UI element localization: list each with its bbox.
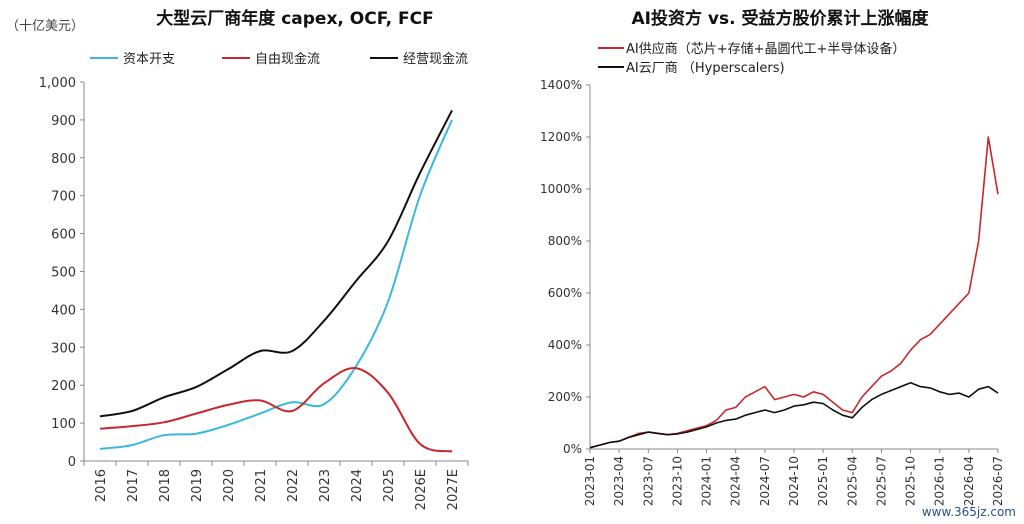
left-y-tick-label: 100 bbox=[51, 417, 76, 432]
left-y-tick-label: 200 bbox=[51, 379, 76, 394]
right-x-tick-label: 2023-01 bbox=[583, 456, 597, 506]
left-legend-label: 自由现金流 bbox=[255, 51, 320, 67]
right-y-tick-label: 400% bbox=[548, 338, 582, 352]
left-legend-label: 经营现金流 bbox=[403, 51, 468, 67]
right-y-tick-label: 1000% bbox=[540, 182, 582, 196]
right-x-tick-label: 2024-10 bbox=[787, 456, 801, 506]
right-x-tick-label: 2024-01 bbox=[700, 456, 714, 506]
right-y-tick-label: 1400% bbox=[540, 78, 582, 92]
left-y-tick-label: 500 bbox=[51, 266, 76, 281]
right-y-tick-label: 600% bbox=[548, 286, 582, 300]
right-x-tick-label: 2023-04 bbox=[612, 456, 626, 506]
left-chart-unit-label: （十亿美元） bbox=[6, 19, 84, 34]
right-x-tick-label: 2023-07 bbox=[641, 456, 655, 506]
left-x-tick-label: 2024 bbox=[350, 469, 365, 502]
right-x-tick-label: 2025-01 bbox=[816, 456, 830, 506]
right-chart: AI投资方 vs. 受益方股价累计上涨幅度 AI供应商（芯片+存储+晶圆代工+半… bbox=[540, 8, 1005, 506]
left-x-tick-label: 2027E bbox=[446, 469, 461, 510]
right-chart-y-axis: 0% 200% 400% 600% 800% 1000% 1200% 1400% bbox=[540, 78, 591, 456]
left-y-tick-label: 0 bbox=[68, 455, 76, 470]
right-x-tick-label: 2024-04 bbox=[729, 456, 743, 506]
watermark-text: www.365jz.com bbox=[922, 505, 1016, 519]
left-x-tick-label: 2020 bbox=[222, 469, 237, 502]
left-y-tick-label: 300 bbox=[51, 341, 76, 356]
right-y-tick-label: 1200% bbox=[540, 130, 582, 144]
right-chart-plot bbox=[589, 136, 999, 449]
right-x-tick-label: 2023-10 bbox=[670, 456, 684, 506]
left-y-tick-label: 900 bbox=[51, 114, 76, 129]
left-chart-title: 大型云厂商年度 capex, OCF, FCF bbox=[156, 8, 433, 29]
right-x-tick-label: 2025-10 bbox=[904, 456, 918, 506]
right-x-tick-label: 2026-01 bbox=[933, 456, 947, 506]
left-y-tick-label: 400 bbox=[51, 303, 76, 318]
right-y-tick-label: 0% bbox=[563, 442, 582, 456]
right-chart-title: AI投资方 vs. 受益方股价累计上涨幅度 bbox=[632, 8, 930, 29]
left-series-line-1 bbox=[99, 367, 453, 453]
left-chart: 大型云厂商年度 capex, OCF, FCF （十亿美元） 资本开支 自由现金流… bbox=[6, 8, 469, 510]
right-legend-label: AI云厂商 （Hyperscalers) bbox=[626, 61, 785, 76]
left-chart-y-axis: 0 100 200 300 400 500 600 700 800 900 1,000 bbox=[39, 76, 85, 470]
left-series-line-0 bbox=[99, 119, 453, 450]
right-x-tick-label: 2026-07 bbox=[991, 456, 1005, 506]
left-x-tick-label: 2019 bbox=[190, 469, 205, 502]
right-y-tick-label: 200% bbox=[548, 390, 582, 404]
right-x-tick-label: 2025-07 bbox=[874, 456, 888, 506]
left-y-tick-label: 700 bbox=[51, 190, 76, 205]
left-legend-label: 资本开支 bbox=[123, 52, 175, 67]
right-x-tick-label: 2024-07 bbox=[758, 456, 772, 506]
left-y-tick-label: 800 bbox=[51, 152, 76, 167]
left-x-tick-label: 2017 bbox=[126, 469, 141, 502]
left-x-tick-label: 2025 bbox=[382, 469, 397, 502]
left-chart-x-axis: 2016 2017 2018 2019 2020 2021 2022 2023 2024 2025… bbox=[83, 460, 469, 510]
left-y-tick-label: 1,000 bbox=[39, 76, 76, 91]
left-x-tick-label: 2016 bbox=[94, 469, 109, 502]
left-y-tick-label: 600 bbox=[51, 228, 76, 243]
left-x-tick-label: 2023 bbox=[318, 469, 333, 502]
left-x-tick-label: 2018 bbox=[158, 469, 173, 502]
right-legend-label: AI供应商（芯片+存储+晶圆代工+半导体设备） bbox=[626, 41, 905, 57]
left-series-line-2 bbox=[99, 109, 453, 418]
left-x-tick-label: 2026E bbox=[414, 469, 429, 510]
left-chart-legend: 资本开支 自由现金流 经营现金流 bbox=[90, 51, 468, 67]
left-chart-plot bbox=[99, 109, 453, 453]
right-y-tick-label: 800% bbox=[548, 234, 582, 248]
right-series-line-0 bbox=[589, 136, 999, 449]
right-x-tick-label: 2026-04 bbox=[962, 456, 976, 506]
left-x-tick-label: 2021 bbox=[254, 469, 269, 502]
right-chart-x-axis: 2023-01 2023-04 2023-07 2023-10 2024-01 2024-… bbox=[583, 448, 1005, 506]
left-x-tick-label: 2022 bbox=[286, 469, 301, 502]
right-chart-legend: AI供应商（芯片+存储+晶圆代工+半导体设备） AI云厂商 （Hyperscale… bbox=[598, 41, 905, 76]
right-x-tick-label: 2025-04 bbox=[845, 456, 859, 506]
right-series-line-1 bbox=[589, 381, 999, 449]
